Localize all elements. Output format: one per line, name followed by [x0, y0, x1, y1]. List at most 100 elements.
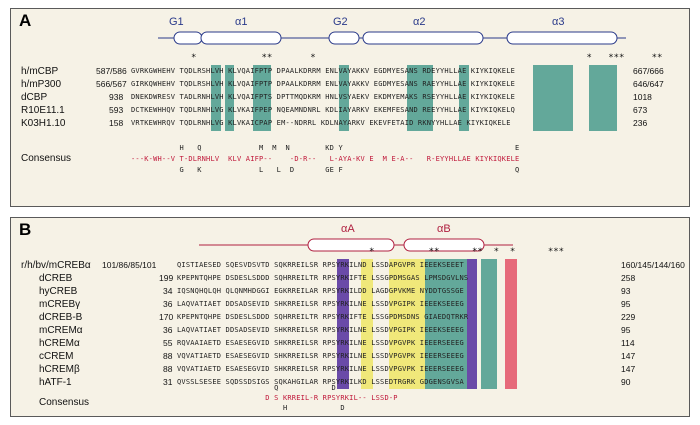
start-position: 36: [163, 325, 173, 335]
conserved-band: [211, 65, 221, 131]
species-label: h/mP300: [21, 79, 62, 90]
helix-a3: [506, 31, 618, 45]
species-label: hCREMβ: [39, 364, 80, 375]
panel-a: A G1 α1 G2 α2 α3 * ** * * *** ** h/mCBP: [10, 8, 690, 207]
species-label: h/mCBP: [21, 66, 59, 77]
sequence: DNEKDWRESV TADLRNHLVH KLVQAIFPTS DPTTMQD…: [131, 93, 516, 101]
start-position: 55: [163, 338, 173, 348]
conserved-band: [225, 65, 234, 131]
helix-label-aa: αA: [341, 223, 355, 235]
end-position: 147: [621, 364, 636, 374]
conserved-band: [339, 65, 349, 131]
panel-a-structure-diagram: [158, 31, 626, 45]
species-label: r/h/bv/mCREBα: [21, 260, 91, 271]
end-position: 95: [621, 325, 631, 335]
conserved-band: [505, 259, 517, 389]
consensus-below: G K L L D GE F Q: [131, 166, 520, 174]
end-position: 646/647: [633, 79, 664, 89]
end-position: 95: [621, 299, 631, 309]
consensus-above: H Q M M N KD Y E: [131, 144, 520, 152]
species-label: K03H1.10: [21, 118, 66, 129]
start-position: 566/567: [96, 79, 127, 89]
helix-label-g2: G2: [333, 16, 348, 28]
end-position: 673: [633, 105, 648, 115]
species-label: cCREM: [39, 351, 74, 362]
conserved-band: [425, 259, 467, 389]
start-position: 199: [159, 273, 174, 283]
sequence: KPEPNTQHPE DSDESLSDDD SQHRREILTR RPSYRKI…: [177, 274, 469, 282]
end-position: 147: [621, 351, 636, 361]
start-position: 158: [109, 118, 124, 128]
start-position: 31: [163, 377, 173, 387]
sequence: GIRKQWHEHV TQDLRSHLVH KLVQAIFPTP DPAALKD…: [131, 80, 516, 88]
helix-label-ab: αB: [437, 223, 451, 235]
sequence: VQVATIAETD ESAESEGVID SHKRREILSR RPSYRKI…: [177, 352, 464, 360]
start-position: 36: [163, 299, 173, 309]
panel-b-structure-diagram: [199, 238, 513, 252]
helix-g2: [328, 31, 360, 45]
species-label: dCBP: [21, 92, 48, 103]
start-position: 170: [159, 312, 174, 322]
species-label: dCREB: [39, 273, 73, 284]
kinase-site-band: [337, 259, 349, 389]
helix-label-g1: G1: [169, 16, 184, 28]
sequence: LAQVATIAET DDSADSEVID SHKRREILSR RPSYRKI…: [177, 300, 464, 308]
conserved-band: [589, 65, 617, 131]
end-position: 114: [621, 338, 635, 348]
species-label: dCREB-B: [39, 312, 83, 323]
sequence: QVSSLSESEE SQDSSDSIGS SQKAHGILAR RPSYRKI…: [177, 378, 464, 386]
start-position: 34: [163, 286, 173, 296]
species-label: mCREBγ: [39, 299, 81, 310]
sequence: IQSNQHQLQH QLQNMHDGGI EGKRREILAR RPSYRKI…: [177, 287, 464, 295]
conserved-band: [467, 259, 477, 389]
helix-g1: [173, 31, 203, 45]
helix-label-a3: α3: [552, 16, 565, 28]
consensus-above: Q D: [177, 384, 336, 392]
helix-a1: [200, 31, 282, 45]
species-label: R10E11.1: [21, 105, 65, 116]
species-label: hyCREB: [39, 286, 78, 297]
conserved-band: [253, 65, 271, 131]
helix-label-a1: α1: [235, 16, 248, 28]
sequence: GVRKGWHEHV TQDLRSHLVH KLVQAIFPTP DPAALKD…: [131, 67, 516, 75]
sequence: VQVATIAETD ESAESEGVID SHKRREILSR RPSYRKI…: [177, 365, 464, 373]
panel-b-label: B: [19, 220, 32, 239]
helix-a2: [362, 31, 484, 45]
start-position: 593: [109, 105, 124, 115]
consensus-label: Consensus: [21, 153, 72, 164]
end-position: 90: [621, 377, 631, 387]
start-position: 88: [163, 364, 173, 374]
consensus-label: Consensus: [39, 397, 90, 408]
sequence: RQVAAIAETD ESAESEGVID SHKRREILSR RPSYRKI…: [177, 339, 464, 347]
panel-a-conservation-stars: * ** * * *** **: [191, 53, 663, 63]
consensus-sequence: ---K-WH--V T-DLRNHLV KLV AIFP-- -D-R-- L…: [131, 155, 520, 163]
end-position: 229: [621, 312, 636, 322]
start-position: 938: [109, 92, 124, 102]
start-position: 88: [163, 351, 173, 361]
helix-ab: [403, 238, 485, 252]
conserved-band: [533, 65, 573, 131]
consensus-below: H D: [177, 404, 345, 412]
panel-b: B αA αB * ** ** * * *** r/h/bv/mCREBα 10…: [10, 217, 690, 417]
start-position: 587/586: [96, 66, 127, 76]
sequence: VRTKEWHRQV TQDLRNHLVG KLVKAICPAP EM--NDR…: [131, 119, 511, 127]
conserved-band: [361, 259, 373, 389]
start-position: 101/86/85/101: [102, 260, 157, 270]
helix-label-a2: α2: [413, 16, 426, 28]
panel-a-label: A: [19, 11, 32, 30]
species-label: hCREMα: [39, 338, 80, 349]
consensus-sequence: D S KRREIL-R RPSYRKIL-- LSSD-P: [177, 394, 398, 402]
end-position: 236: [633, 118, 648, 128]
species-label: mCREMα: [39, 325, 83, 336]
conserved-band: [459, 65, 469, 131]
conserved-band: [407, 65, 433, 131]
end-position: 258: [621, 273, 636, 283]
end-position: 93: [621, 286, 631, 296]
helix-aa: [307, 238, 395, 252]
end-position: 1018: [633, 92, 652, 102]
end-position: 160/145/144/160: [621, 260, 685, 270]
sequence: LAQVATIAET DDSADSEVID SHKRREILSR RPSYRKI…: [177, 326, 464, 334]
end-position: 667/666: [633, 66, 664, 76]
sequence: QISTIAESED SQESVDSVTD SQKRREILSR RPSYRKI…: [177, 261, 464, 269]
conserved-band: [481, 259, 497, 389]
